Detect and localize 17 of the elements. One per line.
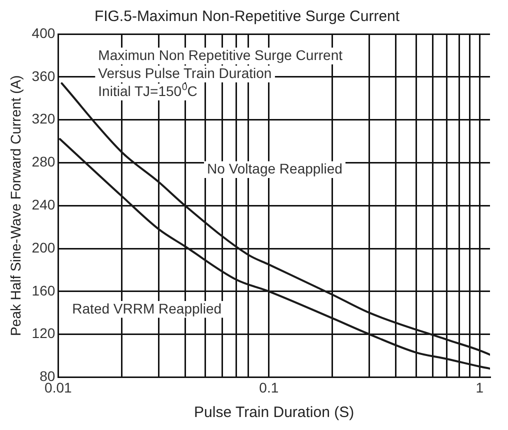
y-tick-label: 280 [32,154,56,170]
text: No Voltage Reapplied [207,160,342,176]
y-tick-label: 240 [32,196,56,212]
y-tick-label: 200 [32,239,56,256]
annotation: Versus Pulse Train Duration [98,64,272,81]
annotation: Maximun Non Repetitive Surge Current [98,46,343,63]
y-tick-label: 400 [32,24,56,41]
y-tick-label: 360 [32,68,56,84]
y-tick-label: 320 [32,110,56,127]
y-axis-title: Peak Half Sine-Wave Forward Current (A) [7,75,24,336]
y-tick-label: 160 [32,282,56,298]
series-label: Rated VRRM Reapplied [72,300,222,316]
y-tick-label: 120 [32,325,56,342]
x-tick-label: 0.1 [259,379,279,396]
x-tick-label: 1 [476,379,484,396]
x-axis-title: Pulse Train Duration (S) [194,404,354,422]
chart-title: FIG.5-Maximun Non-Repetitive Surge Current [94,8,400,26]
